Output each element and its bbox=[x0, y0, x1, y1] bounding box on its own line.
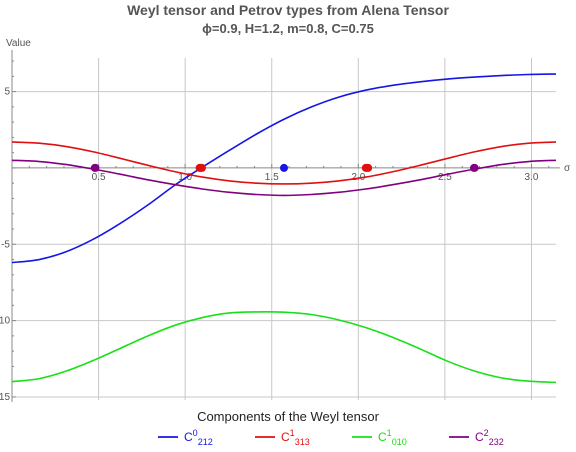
x-tick-label: 3.0 bbox=[525, 172, 539, 183]
chart-title: Weyl tensor and Petrov types from Alena … bbox=[127, 2, 449, 18]
x-tick-label: 0.5 bbox=[92, 172, 106, 183]
legend-entry: C2232 bbox=[475, 428, 504, 447]
y-tick-label: 5 bbox=[4, 87, 10, 98]
y-tick-label: -15 bbox=[0, 392, 10, 403]
legend-title: Components of the Weyl tensor bbox=[197, 409, 380, 424]
legend-entry: C1010 bbox=[378, 428, 407, 447]
chart-subtitle: ϕ=0.9, H=1.2, m=0.8, C=0.75 bbox=[202, 21, 374, 36]
zero-marker bbox=[90, 163, 100, 172]
zero-marker bbox=[470, 163, 479, 172]
zero-marker bbox=[280, 163, 289, 172]
series-line-1 bbox=[11, 141, 557, 185]
y-tick-label: -10 bbox=[0, 316, 10, 327]
series-line-2 bbox=[11, 311, 557, 384]
x-tick-label: 2.5 bbox=[438, 172, 452, 183]
y-tick-label: -5 bbox=[1, 239, 10, 250]
x-axis-label: σ bbox=[564, 163, 571, 174]
y-axis-label: Value bbox=[6, 38, 31, 49]
zero-marker bbox=[195, 163, 206, 172]
x-tick-label: 1.5 bbox=[265, 172, 279, 183]
series-line-3 bbox=[11, 159, 557, 197]
legend-entry: C0212 bbox=[184, 428, 213, 447]
zero-marker bbox=[361, 163, 373, 172]
series-line-0 bbox=[11, 73, 557, 264]
legend-entry: C1313 bbox=[281, 428, 310, 447]
